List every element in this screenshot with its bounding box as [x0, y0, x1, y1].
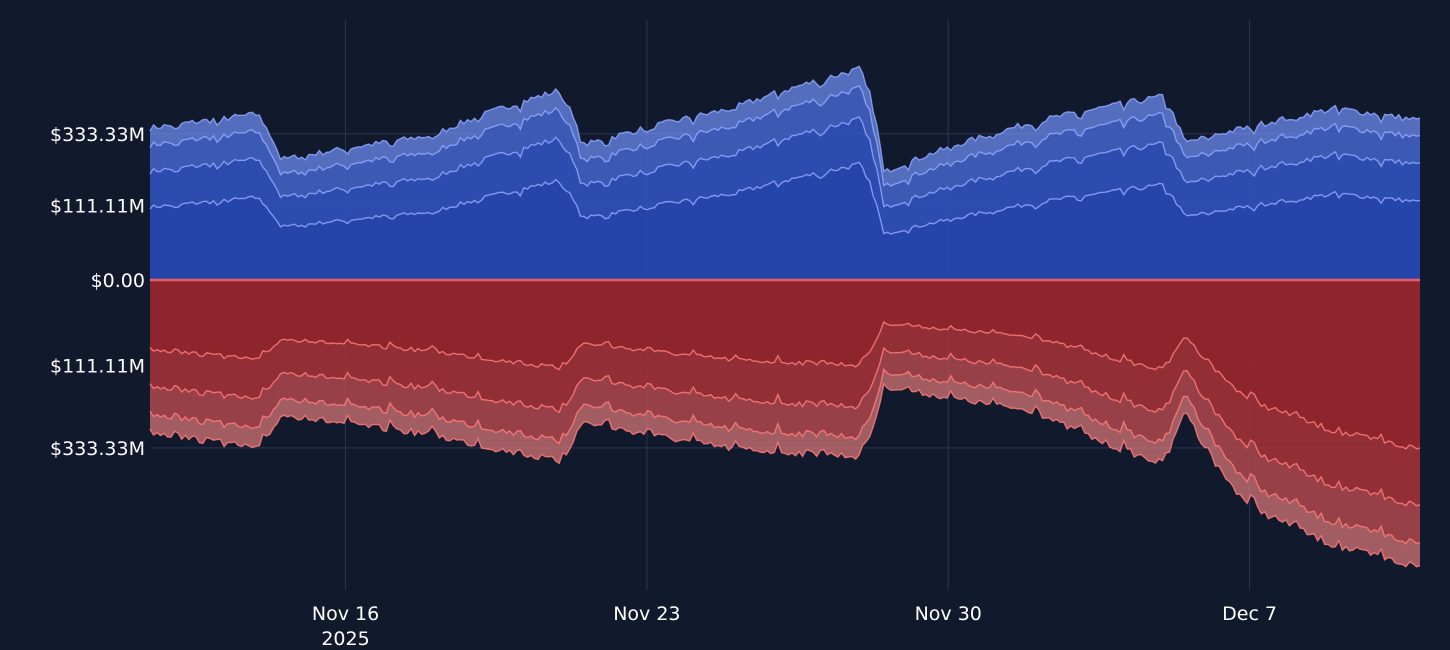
x-tick-label: Nov 23	[613, 603, 680, 625]
y-tick-label: $333.33M	[50, 124, 145, 146]
positive-series-line	[149, 84, 1421, 187]
positive-series-line	[149, 161, 1421, 235]
positive-areas	[149, 65, 1421, 281]
negative-series-line	[149, 367, 1421, 545]
positive-series-line	[149, 65, 1421, 173]
negative-series-line	[149, 346, 1421, 507]
negative-series-line	[149, 382, 1421, 568]
y-tick-label: $0.00	[91, 270, 145, 292]
x-tick-label: Nov 30	[915, 603, 982, 625]
x-axis-year-label: 2025	[321, 628, 369, 650]
positive-series-area	[150, 162, 1420, 280]
y-tick-label: $333.33M	[50, 438, 145, 460]
x-tick-label: Dec 7	[1222, 603, 1277, 625]
positive-series-line	[149, 116, 1421, 208]
negative-areas	[149, 280, 1421, 568]
y-axis-ticks: $333.33M $111.11M $0.00 $111.11M $333.33M	[50, 124, 145, 460]
x-axis-ticks: 2025 Nov 16 Nov 23 Nov 30 Dec 7	[312, 603, 1277, 650]
negative-series-area	[150, 280, 1420, 449]
y-tick-label: $111.11M	[50, 356, 145, 378]
negative-series-line	[149, 320, 1421, 450]
y-tick-label: $111.11M	[50, 196, 145, 218]
x-tick-label: Nov 16	[312, 603, 379, 625]
